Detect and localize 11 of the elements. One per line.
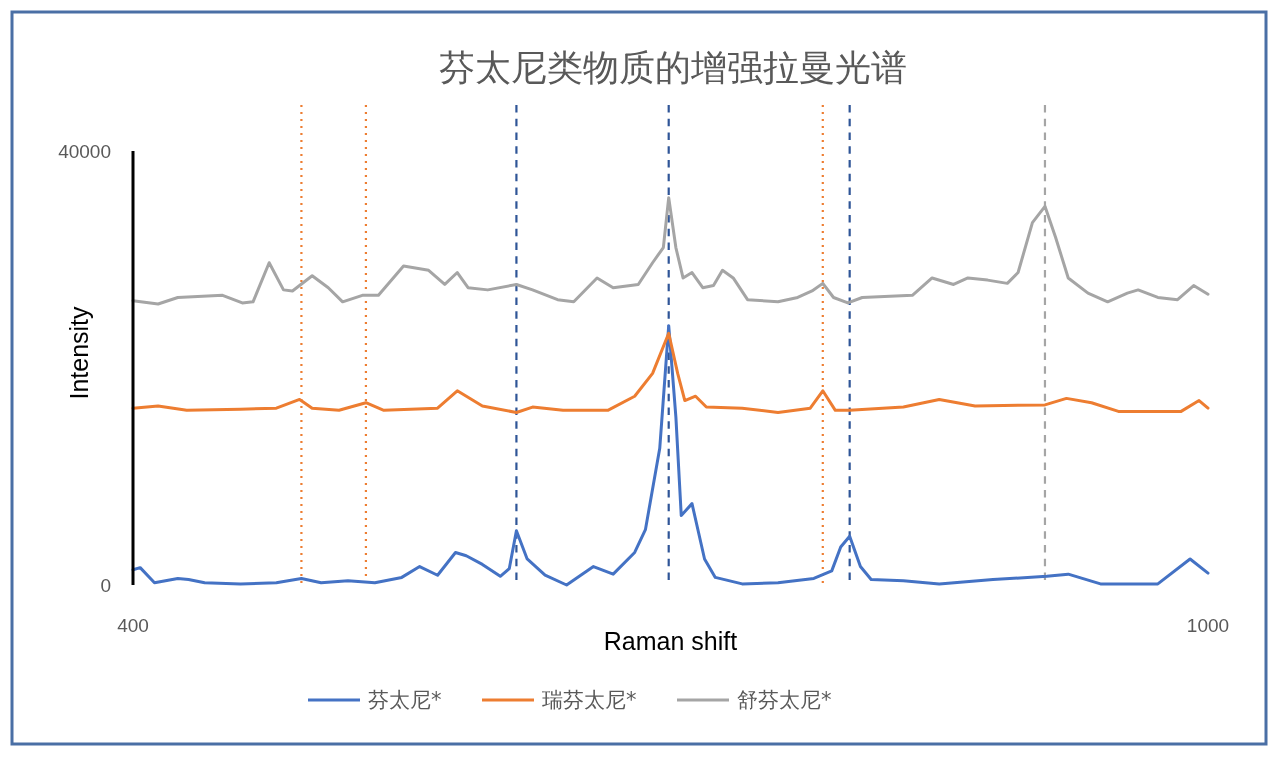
legend-label: 芬太尼* <box>368 688 442 712</box>
y-axis-title: Intensity <box>65 305 93 400</box>
x-tick-label: 1000 <box>1186 614 1230 636</box>
legend-label: 瑞芬太尼* <box>542 688 637 712</box>
y-tick-label: 40000 <box>58 140 111 162</box>
y-tick-label: 0 <box>100 574 111 596</box>
chart-title: 芬太尼类物质的增强拉曼光谱 <box>438 47 907 88</box>
x-axis-title: Raman shift <box>603 627 738 655</box>
x-tick-label: 400 <box>117 614 149 636</box>
legend-label: 舒芬太尼* <box>737 688 832 712</box>
line-series <box>131 324 1210 587</box>
